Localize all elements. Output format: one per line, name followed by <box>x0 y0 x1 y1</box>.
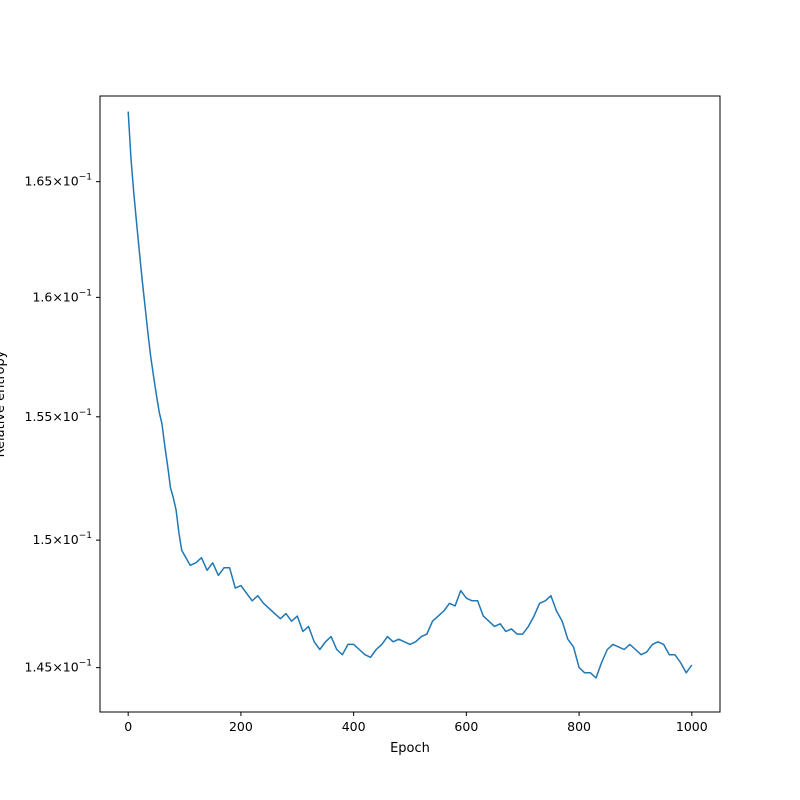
x-tick-label: 1000 <box>676 719 708 734</box>
y-tick-label: 1.45×10−1 <box>25 659 93 675</box>
series-line <box>127 111 693 679</box>
x-tick-label: 600 <box>454 719 478 734</box>
x-tick-label: 200 <box>229 719 253 734</box>
y-tick-label: 1.65×10−1 <box>25 173 93 189</box>
plot-area <box>100 96 720 712</box>
x-tick-label: 0 <box>124 719 132 734</box>
x-tick-label: 400 <box>342 719 366 734</box>
y-tick-label: 1.6×10−1 <box>32 288 92 304</box>
y-tick-label: 1.5×10−1 <box>32 531 92 547</box>
y-tick-label: 1.55×10−1 <box>25 408 93 424</box>
y-axis-ticks: 1.45×10−1 1.5×10−1 1.55×10−1 1.6×10−1 1.65×1… <box>25 173 100 675</box>
plot-frame <box>99 95 721 713</box>
y-axis-label: Relative entropy <box>0 350 8 457</box>
x-axis-label: Epoch <box>390 741 430 756</box>
x-tick-label: 800 <box>567 719 591 734</box>
x-axis-ticks: 0 200 400 600 800 1000 <box>124 712 708 734</box>
